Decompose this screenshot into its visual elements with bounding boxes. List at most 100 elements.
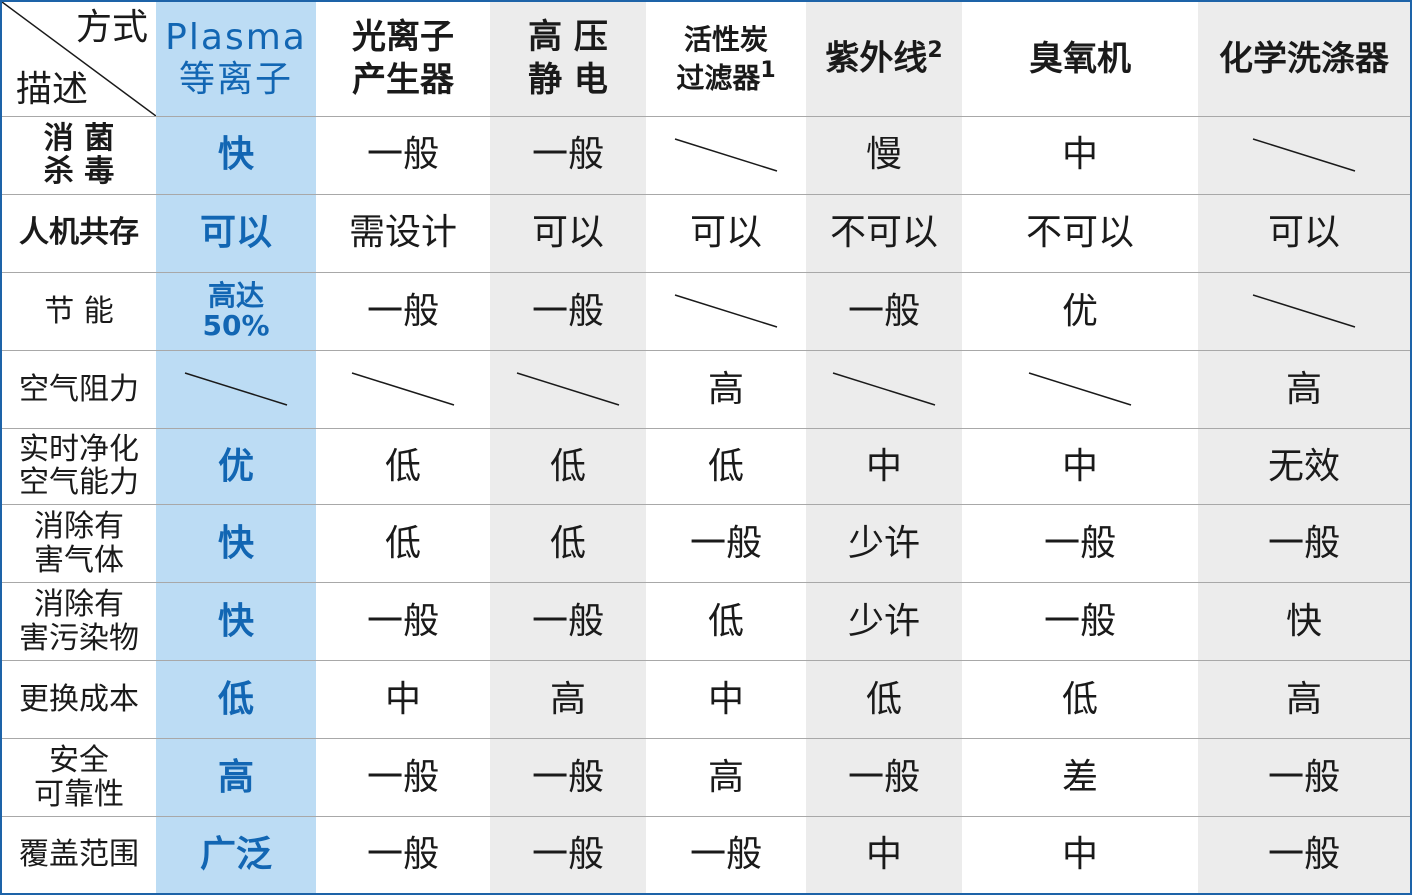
table-row: 消除有 害气体快低低一般 少许 一般 一般 — [2, 504, 1410, 583]
table-row: 实时净化 空气能力优低低低中中无效 — [2, 427, 1410, 505]
table-cell: 一般 — [490, 115, 646, 195]
table-cell: 一般 — [1198, 738, 1410, 817]
table-cell: 少许 — [806, 582, 962, 661]
table-cell: 一般 — [806, 271, 962, 351]
not-applicable-slash — [1252, 294, 1356, 329]
table-cell: 高 — [1198, 349, 1410, 429]
table-cell: 不可以 — [962, 193, 1198, 273]
not-applicable-slash — [674, 294, 778, 329]
table-cell: 少许 — [806, 504, 962, 583]
table-cell: 一般 — [316, 115, 490, 195]
table-cell: 中 — [806, 816, 962, 893]
not-applicable-slash — [1252, 138, 1356, 172]
table-cell — [1198, 271, 1410, 351]
table-row: 空气阻力 高 高 — [2, 349, 1410, 429]
table-cell: 快 — [1198, 582, 1410, 661]
table-cell: 中 — [962, 816, 1198, 893]
table-cell — [806, 349, 962, 429]
table-cell: 优 — [962, 271, 1198, 351]
table-cell — [1198, 115, 1410, 195]
row-label: 消除有 害污染物 — [2, 582, 156, 661]
table-cell: 一般 — [316, 271, 490, 351]
table-row: 消 菌杀 毒快一般 一般慢中 — [2, 115, 1410, 195]
header-photo-ion: 光离子 产生器 — [352, 17, 454, 100]
table-cell: 低 — [156, 660, 316, 739]
table-cell: 一般 — [806, 738, 962, 817]
table-cell: 一般 — [646, 504, 806, 583]
table-row: 消除有 害污染物快一般 一般低少许 一般快 — [2, 582, 1410, 661]
table-cell: 可以 — [156, 193, 316, 273]
row-label: 消 菌杀 毒 — [2, 115, 156, 195]
table-cell: 一般 — [490, 271, 646, 351]
table-cell: 低 — [962, 660, 1198, 739]
table-cell — [316, 349, 490, 429]
table-cell — [646, 115, 806, 195]
table-cell: 高 — [490, 660, 646, 739]
table-cell: 中 — [646, 660, 806, 739]
table-cell — [646, 271, 806, 351]
table-cell: 一般 — [490, 582, 646, 661]
table-cell: 中 — [962, 427, 1198, 505]
table-cell: 一般 — [962, 504, 1198, 583]
header-ozone: 臭氧机 — [1029, 38, 1131, 79]
table-cell: 中 — [962, 115, 1198, 195]
header-plasma: Plasma 等离子 — [156, 2, 316, 117]
header-uv: 紫外线2 — [806, 2, 962, 117]
corner-top-label: 方式 — [75, 7, 148, 48]
table-cell: 快 — [156, 115, 316, 195]
table-cell: 优 — [156, 427, 316, 505]
table-cell: 低 — [490, 427, 646, 505]
table-cell — [156, 349, 316, 429]
header-row: 方式 描述 Plasma 等离子 光离子 产生器 高 压 静 电 活性炭 过滤器… — [2, 2, 1410, 117]
table-cell: 低 — [806, 660, 962, 739]
row-label: 空气阻力 — [2, 349, 156, 429]
table-cell: 一般 — [490, 738, 646, 817]
table-cell: 快 — [156, 504, 316, 583]
table-row: 更换成本低中高中低低高 — [2, 660, 1410, 739]
table-cell: 可以 — [1198, 193, 1410, 273]
table-cell: 低 — [490, 504, 646, 583]
table-cell: 低 — [646, 427, 806, 505]
table-cell: 一般 — [490, 816, 646, 893]
corner-cell: 方式 描述 — [2, 2, 156, 116]
table-cell: 中 — [316, 660, 490, 739]
row-label: 节 能 — [2, 271, 156, 351]
table-cell: 低 — [316, 427, 490, 505]
header-activated-carbon: 活性炭 过滤器1 — [676, 23, 776, 95]
table-row: 人机共存 可以 需设计 可以 可以 不可以 不可以 可以 — [2, 193, 1410, 273]
table-cell: 高 — [1198, 660, 1410, 739]
table-cell: 高 — [646, 738, 806, 817]
table-cell: 一般 — [646, 816, 806, 893]
table-cell: 一般 — [1198, 504, 1410, 583]
table-cell: 需设计 — [316, 193, 490, 273]
table-cell: 一般 — [316, 738, 490, 817]
table-cell: 快 — [156, 582, 316, 661]
not-applicable-slash — [351, 372, 455, 407]
not-applicable-slash — [1028, 372, 1132, 407]
not-applicable-slash — [832, 372, 936, 407]
table-cell: 高 — [646, 349, 806, 429]
not-applicable-slash — [184, 372, 288, 407]
table-cell: 中 — [806, 427, 962, 505]
table-cell: 不可以 — [806, 193, 962, 273]
table-cell: 无效 — [1198, 427, 1410, 505]
table-cell: 一般 — [962, 582, 1198, 661]
row-label: 更换成本 — [2, 660, 156, 739]
not-applicable-slash — [674, 138, 778, 172]
row-label: 安全 可靠性 — [2, 738, 156, 817]
not-applicable-slash — [516, 372, 620, 407]
table-cell: 低 — [316, 504, 490, 583]
table-cell: 一般 — [316, 582, 490, 661]
table-cell: 可以 — [490, 193, 646, 273]
row-label: 实时净化 空气能力 — [2, 427, 156, 505]
header-chemical-scrubber: 化学洗涤器 — [1198, 2, 1410, 117]
table-cell: 可以 — [646, 193, 806, 273]
header-electrostatic: 高 压 静 电 — [490, 2, 646, 117]
table-cell: 一般 — [1198, 816, 1410, 893]
table-cell: 一般 — [316, 816, 490, 893]
table-cell: 低 — [646, 582, 806, 661]
table-row: 覆盖范围 广泛 一般 一般 一般中中一般 — [2, 816, 1410, 893]
table-cell: 高 — [156, 738, 316, 817]
